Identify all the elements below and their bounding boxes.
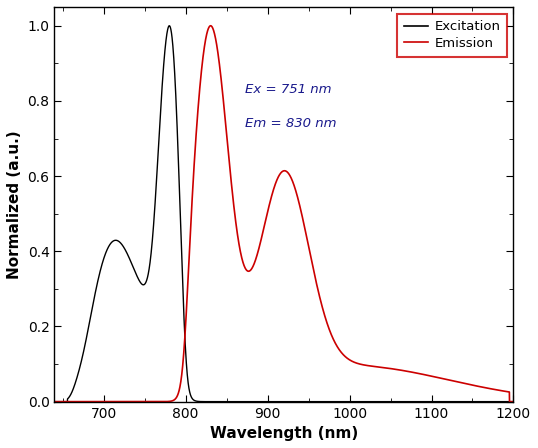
Legend: Excitation, Emission: Excitation, Emission [398, 13, 507, 57]
X-axis label: Wavelength (nm): Wavelength (nm) [210, 426, 358, 441]
Text: Em = 830 nm: Em = 830 nm [245, 117, 336, 130]
Y-axis label: Normalized (a.u.): Normalized (a.u.) [7, 130, 22, 279]
Text: Ex = 751 nm: Ex = 751 nm [245, 83, 331, 96]
